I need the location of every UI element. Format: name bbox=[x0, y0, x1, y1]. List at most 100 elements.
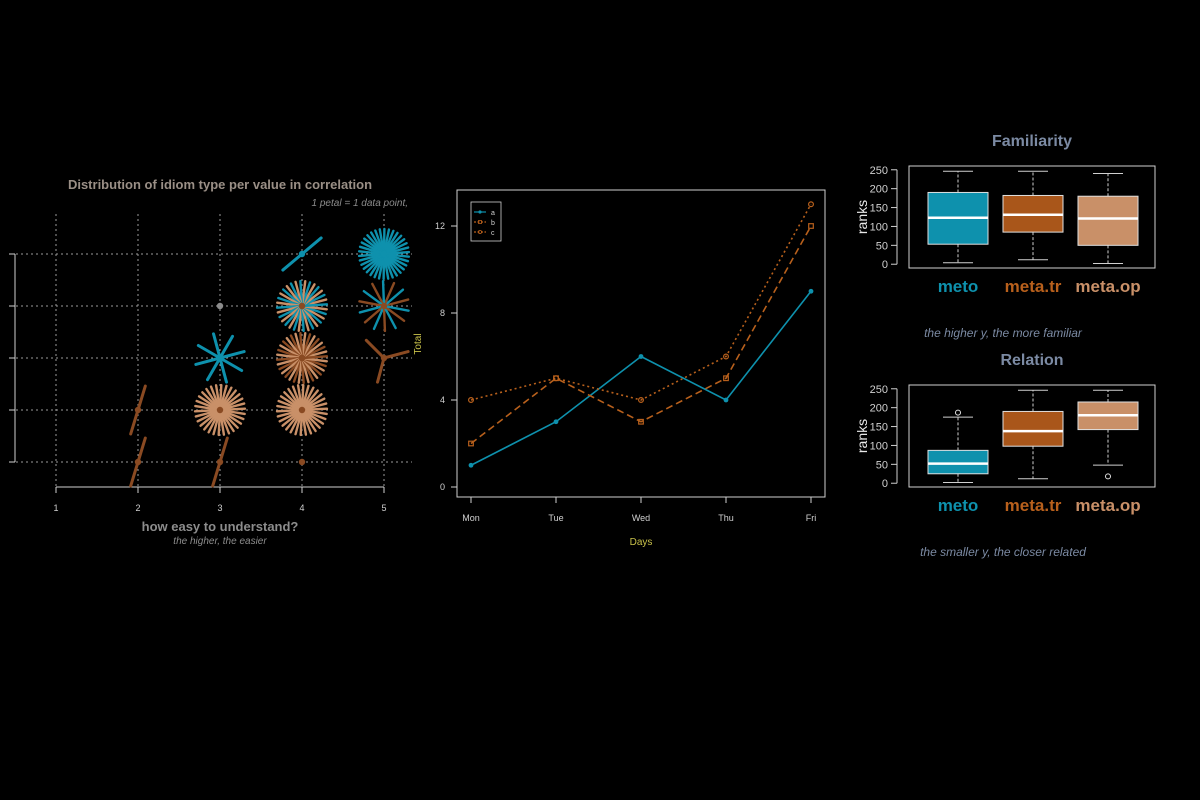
boxplot-y-tick-label: 200 bbox=[870, 403, 888, 415]
sunflower-petal bbox=[136, 384, 147, 412]
sunflower-point bbox=[211, 436, 229, 488]
sunflower-petal bbox=[129, 460, 140, 488]
boxplot-x-label: meto bbox=[938, 277, 979, 296]
sunflower-center bbox=[380, 302, 388, 310]
sunflower-petal bbox=[382, 350, 410, 360]
boxplot-box-meta.tr: meta.tr bbox=[1002, 170, 1064, 296]
sunflower-petal bbox=[300, 236, 323, 256]
line-chart-x-tick-label: Wed bbox=[632, 513, 650, 523]
line-point-c bbox=[637, 397, 644, 404]
boxplot-box-meta.op: meta.op bbox=[1075, 173, 1141, 296]
sunflower-petal bbox=[218, 334, 234, 360]
line-point-a bbox=[808, 288, 814, 294]
sunflower-petal bbox=[376, 356, 386, 384]
line-point-b bbox=[638, 418, 644, 425]
line-chart-y-tick-label: 4 bbox=[440, 395, 445, 405]
line-point-c bbox=[552, 375, 559, 382]
sunflower-center bbox=[134, 406, 142, 414]
line-chart-series bbox=[468, 201, 814, 468]
line-point-c bbox=[722, 353, 729, 360]
sunflower-center bbox=[298, 302, 306, 310]
line-series-b bbox=[470, 225, 812, 445]
boxplot-frame bbox=[908, 165, 1156, 269]
sunflower-petal bbox=[358, 304, 386, 314]
boxplot-box-meta.tr: meta.tr bbox=[1002, 389, 1064, 515]
sunflower-point bbox=[275, 279, 329, 333]
sunflower-petal bbox=[382, 304, 387, 333]
box-iqr bbox=[1002, 410, 1064, 447]
line-chart-x-tick-label: Thu bbox=[718, 513, 734, 523]
sunflower-petal bbox=[372, 304, 386, 331]
line-point-a bbox=[468, 462, 474, 468]
sunflower-point bbox=[358, 279, 410, 333]
sunflower-x-label: how easy to understand? bbox=[142, 519, 299, 534]
box-outlier bbox=[955, 409, 961, 416]
boxplot-title: Relation bbox=[1000, 352, 1063, 369]
boxplot-x-label: meta.tr bbox=[1005, 496, 1062, 515]
line-chart-x-tick-label: Fri bbox=[806, 513, 817, 523]
sunflower-center bbox=[380, 250, 388, 258]
sunflower-points bbox=[129, 227, 411, 488]
boxplot-x-label: meta.op bbox=[1075, 496, 1140, 515]
sunflower-point bbox=[298, 458, 306, 466]
boxplot-box-meta.op: meta.op bbox=[1075, 389, 1141, 515]
sunflower-axes: 1 2 3 4 5 bbox=[9, 253, 387, 513]
sunflower-petal bbox=[136, 436, 147, 464]
legend-marker bbox=[477, 229, 482, 234]
box-iqr bbox=[1077, 195, 1139, 246]
line-point-a bbox=[553, 419, 559, 425]
line-point-b bbox=[723, 375, 729, 382]
sunflower-point bbox=[129, 436, 147, 488]
sunflower-petal bbox=[364, 338, 386, 360]
boxplot-y-tick-label: 100 bbox=[870, 221, 888, 233]
boxplot-x-label: meta.op bbox=[1075, 277, 1140, 296]
sunflower-point bbox=[216, 302, 224, 310]
sunflower-petal bbox=[382, 304, 406, 323]
line-series-c bbox=[470, 203, 812, 401]
boxplot-y-tick-label: 150 bbox=[870, 203, 888, 215]
boxplot-x-label: meta.tr bbox=[1005, 277, 1062, 296]
boxplot-y-tick-label: 50 bbox=[876, 459, 888, 471]
sunflower-x-tick-label: 3 bbox=[217, 503, 222, 513]
sunflower-point bbox=[357, 227, 411, 281]
legend-label-c: c bbox=[491, 230, 495, 237]
line-point-a bbox=[638, 354, 644, 359]
legend-marker bbox=[478, 210, 482, 214]
sunflower-petal bbox=[206, 356, 222, 382]
line-point-c bbox=[807, 201, 814, 208]
boxplot-caption: the higher y, the more familiar bbox=[924, 326, 1083, 340]
line-chart-x-tick-label: Tue bbox=[548, 513, 563, 523]
boxplot-caption: the smaller y, the closer related bbox=[920, 545, 1086, 559]
sunflower-center bbox=[134, 458, 142, 466]
sunflower-point bbox=[364, 338, 410, 384]
sunflower-petal bbox=[382, 250, 411, 256]
sunflower-petal bbox=[300, 355, 329, 360]
line-chart-legend: abc bbox=[470, 201, 502, 242]
sunflower-petal bbox=[382, 281, 396, 308]
line-chart: 0 4 8 12 Mon Tue Wed Thu Fri abc Days Total bbox=[413, 189, 826, 548]
line-point-b bbox=[468, 440, 474, 447]
sunflower-petal bbox=[362, 289, 386, 308]
box-outlier bbox=[1105, 473, 1111, 480]
line-chart-y-tick-label: 8 bbox=[440, 308, 445, 318]
sunflower-x-tick-label: 2 bbox=[135, 503, 140, 513]
line-chart-y-label: Total bbox=[413, 333, 424, 354]
sunflower-point bbox=[129, 384, 147, 436]
boxplot-y-tick-label: 0 bbox=[882, 478, 888, 490]
line-chart-axes: 0 4 8 12 Mon Tue Wed Thu Fri bbox=[435, 221, 816, 523]
sunflower-petal bbox=[358, 300, 386, 308]
sunflower-petal bbox=[196, 344, 222, 360]
boxplot-y-label: ranks bbox=[854, 200, 870, 234]
sunflower-note: 1 petal = 1 data point, bbox=[312, 198, 408, 209]
sunflower-petal bbox=[382, 288, 405, 308]
sunflower-point bbox=[281, 236, 323, 272]
sunflower-x-tick-label: 4 bbox=[299, 503, 304, 513]
sunflower-x-sublabel: the higher, the easier bbox=[173, 536, 267, 547]
familiarity-boxplot: Familiarity ranks 0 50 100 150 200 250 meto meta.… bbox=[854, 133, 1156, 340]
sunflower-petal bbox=[211, 460, 222, 488]
line-point-a bbox=[723, 397, 729, 403]
legend-label-a: a bbox=[491, 210, 495, 217]
boxplot-y-tick-label: 150 bbox=[870, 422, 888, 434]
sunflower-petal bbox=[371, 282, 386, 308]
sunflower-center bbox=[216, 406, 224, 414]
